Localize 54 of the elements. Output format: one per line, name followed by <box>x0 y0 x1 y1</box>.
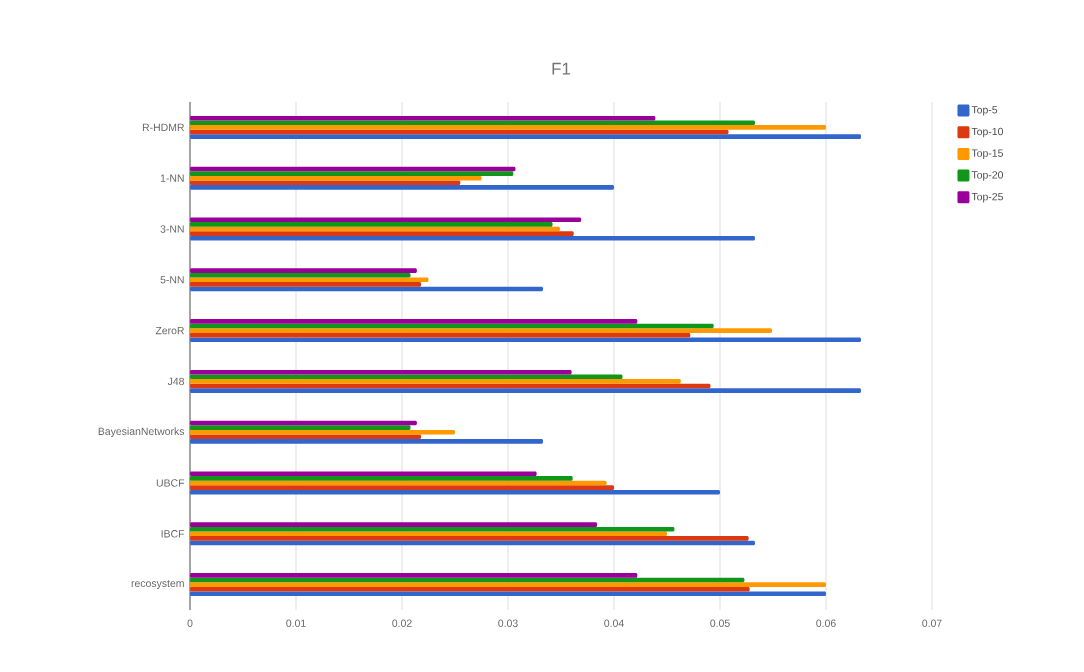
y-tick-label: ZeroR <box>155 326 184 335</box>
x-tick-label: 0.07 <box>922 619 942 627</box>
x-tick-label: 0 <box>187 619 193 627</box>
legend-label: Top-25 <box>971 192 1003 203</box>
bar <box>190 536 749 541</box>
legend-label: Top-15 <box>971 149 1003 159</box>
bar <box>190 434 422 440</box>
bar <box>190 171 514 176</box>
bar <box>190 439 543 444</box>
bar <box>190 268 417 273</box>
bar <box>190 374 623 380</box>
bar <box>190 328 772 333</box>
x-tick-label: 0.03 <box>498 619 518 627</box>
bar <box>190 120 755 126</box>
bar <box>190 379 681 384</box>
bar <box>190 476 573 481</box>
x-tick-label: 0.04 <box>604 619 624 627</box>
bar <box>190 134 861 139</box>
x-tick-label: 0.02 <box>392 619 412 627</box>
y-tick-label: BayesianNetworks <box>98 427 185 438</box>
legend-label: Top-20 <box>971 171 1004 181</box>
y-tick-label: 1-NN <box>160 174 184 182</box>
y-tick-label: 3-NN <box>160 225 184 233</box>
x-tick-label: 0.06 <box>816 619 836 627</box>
legend-label: Top-5 <box>971 106 998 116</box>
bar <box>190 573 638 578</box>
y-tick-label: R-HDMR <box>142 123 184 131</box>
x-tick-label: 0.01 <box>286 619 306 627</box>
bar <box>190 185 615 190</box>
y-tick-label: UBCF <box>156 479 185 487</box>
chart-title: F1 <box>552 62 571 75</box>
x-tick-label: 0.05 <box>710 619 730 627</box>
bar <box>190 425 411 430</box>
bar <box>190 282 422 287</box>
bar <box>190 319 638 324</box>
bar <box>190 277 429 283</box>
bar <box>190 217 582 223</box>
bar <box>190 582 827 587</box>
y-tick-label: recosystem <box>131 580 184 590</box>
bar <box>190 231 574 236</box>
bar <box>190 531 668 537</box>
bar <box>190 337 861 343</box>
bar <box>190 485 615 490</box>
bar <box>190 125 827 130</box>
bar <box>190 180 461 186</box>
bar <box>190 222 553 227</box>
bar <box>190 388 861 393</box>
y-tick-label: IBCF <box>161 530 185 538</box>
bar <box>190 591 827 597</box>
y-tick-label: J48 <box>167 377 185 386</box>
legend-label: Top-10 <box>971 127 1004 138</box>
y-tick-label: 5-NN <box>160 276 184 284</box>
bar <box>190 471 537 477</box>
bar <box>190 522 598 527</box>
